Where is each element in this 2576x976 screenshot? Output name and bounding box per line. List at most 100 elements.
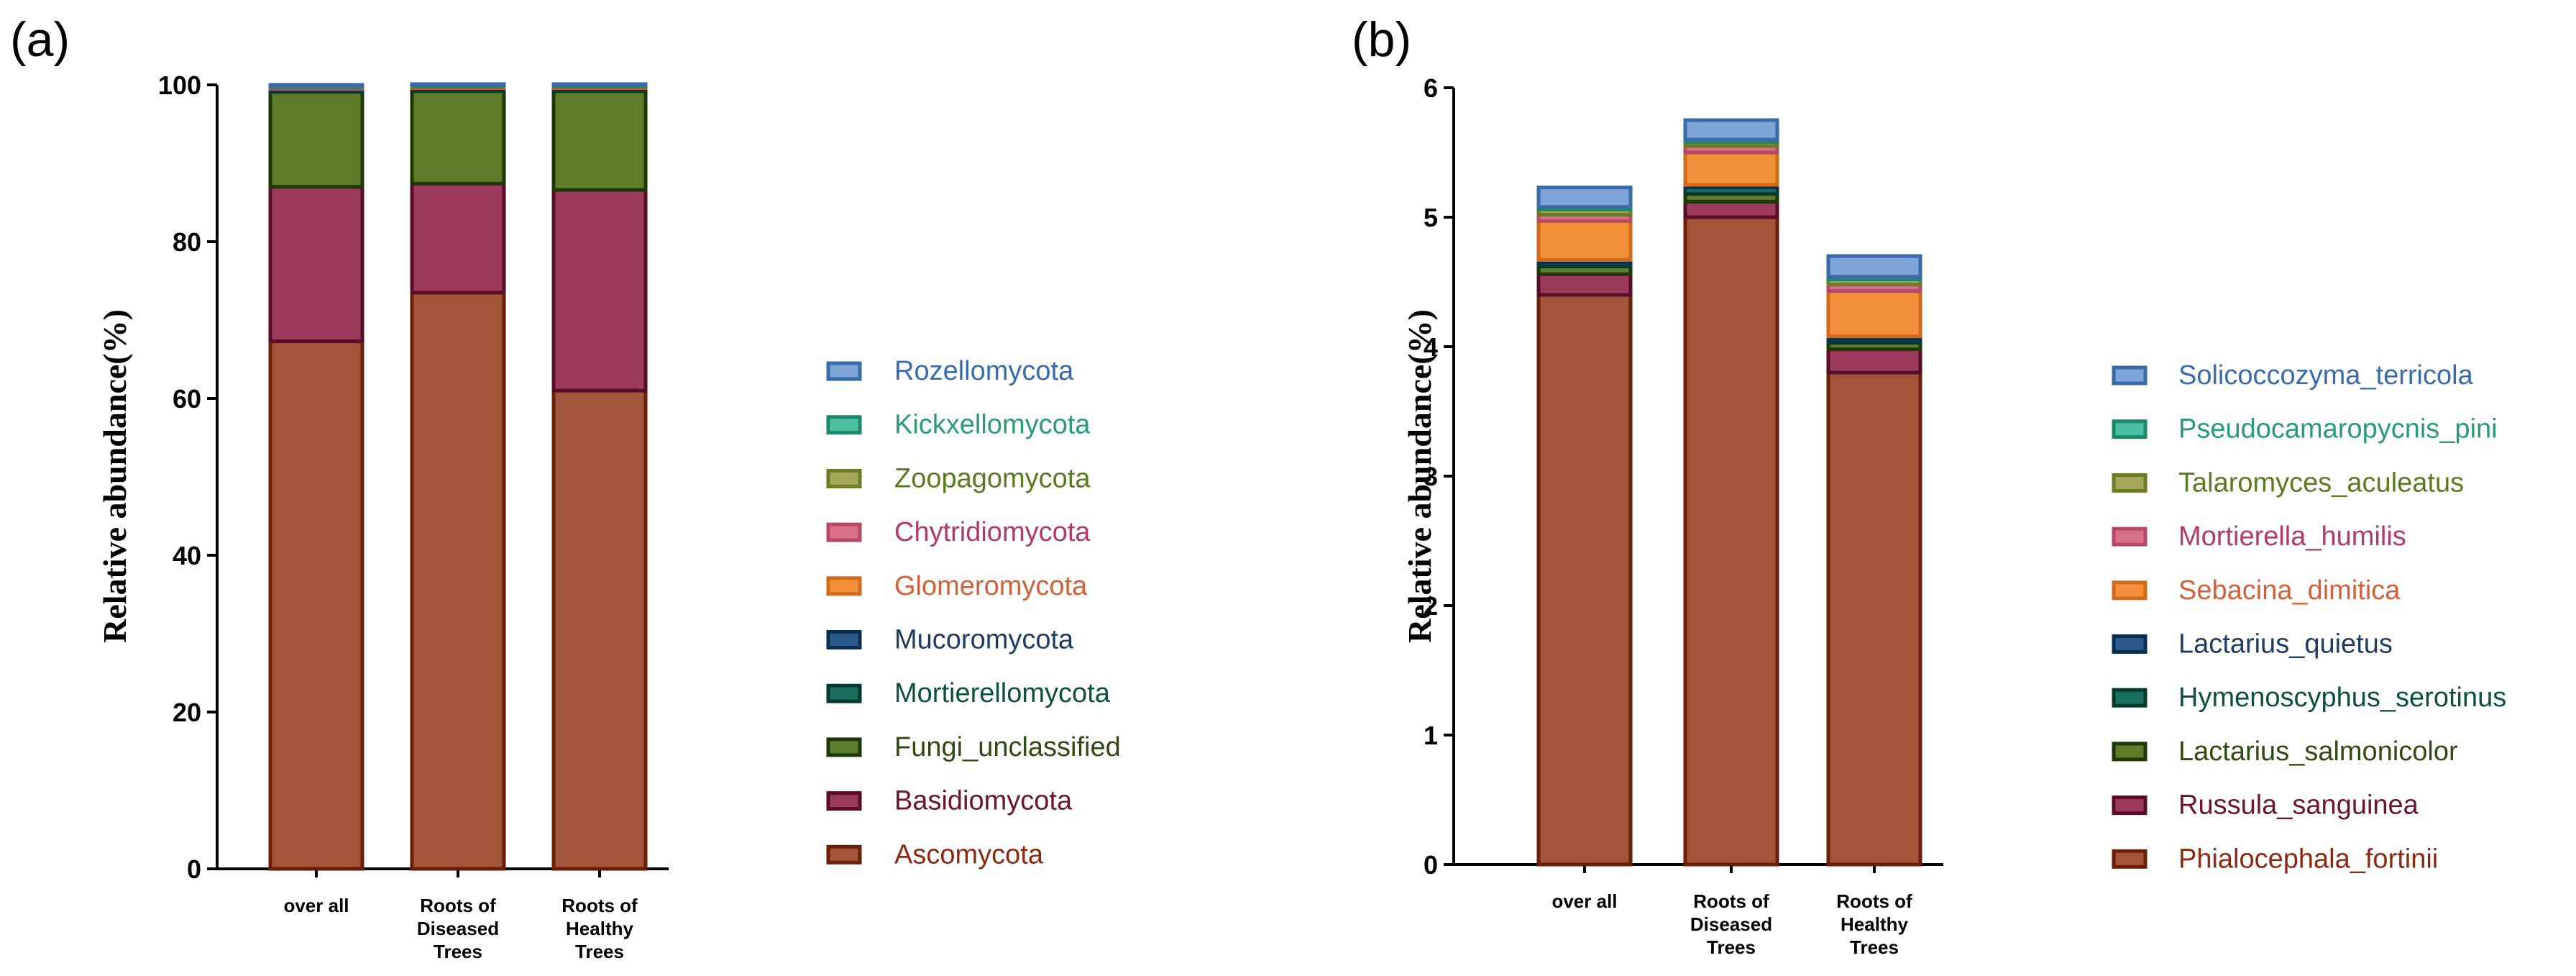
panel-a-bar-segment xyxy=(268,339,365,871)
panel-b-legend-swatch xyxy=(2112,742,2148,762)
panel-a-bar-segment xyxy=(268,185,365,343)
panel-a-bar-segment xyxy=(410,181,506,295)
panel-a-y-tick-label: 0 xyxy=(187,854,201,884)
panel-a-category-label: over all xyxy=(283,895,349,916)
panel-a-y-axis-title: Relative abundance(%) xyxy=(96,309,133,643)
panel-a-category-label: Diseased xyxy=(417,918,499,939)
panel-b-category-label: Roots of xyxy=(1836,890,1912,912)
panel-b-legend: Solicoccozyma_terricola Pseudocamaropycni… xyxy=(2112,360,2506,874)
panel-b-bar-segment xyxy=(1826,347,1922,375)
panel-b-bar-segment xyxy=(1536,272,1633,297)
panel-a-legend-label: Chytridiomycota xyxy=(894,517,1091,547)
panel-a-legend-swatch xyxy=(826,468,862,488)
panel-a-category-label: Roots of xyxy=(562,895,638,916)
panel-a-y-tick-label: 80 xyxy=(173,227,201,257)
panel-a-legend-swatch xyxy=(826,576,862,596)
panel-a-y-tick-label: 40 xyxy=(173,541,201,570)
panel-b-y-tick-label: 3 xyxy=(1424,462,1438,491)
panel-b-y-axis-title: Relative abundance(%) xyxy=(1401,309,1438,643)
panel-b-legend-swatch xyxy=(2112,365,2148,386)
panel-b-bars xyxy=(1536,118,1922,867)
panel-a-legend-swatch xyxy=(826,683,862,703)
panel-b-legend-label: Russula_sanguinea xyxy=(2178,790,2419,821)
panel-a-legend-label: Rozellomycota xyxy=(894,356,1074,386)
panel-b-legend-swatch xyxy=(2112,473,2148,493)
panel-a-legend-label: Zoopagomycota xyxy=(894,463,1091,493)
panel-a-legend-label: Mucoromycota xyxy=(894,625,1074,655)
panel-b-y-tick-label: 2 xyxy=(1424,591,1438,621)
panel-a-legend-swatch xyxy=(826,415,862,435)
panel-b-y-tick-label: 6 xyxy=(1424,73,1438,103)
panel-a-legend-swatch xyxy=(826,791,862,811)
panel-b-bar-segment xyxy=(1826,289,1922,339)
panel-b-y-tick-label: 4 xyxy=(1424,332,1438,362)
panel-b-legend-label: Talaromyces_aculeatus xyxy=(2178,468,2464,498)
panel-a-category-label: Healthy xyxy=(566,918,633,939)
panel-b-label: (b) xyxy=(1352,12,1411,67)
panel-b-y-tick-label: 5 xyxy=(1424,203,1438,232)
panel-b-legend-swatch xyxy=(2112,634,2148,654)
panel-b-y-tick-label: 1 xyxy=(1424,721,1438,750)
panel-a-legend-swatch xyxy=(826,361,862,381)
panel-a-legend-swatch xyxy=(826,522,862,542)
panel-a-category-label: Trees xyxy=(434,941,482,962)
panel-b-legend-swatch xyxy=(2112,795,2148,816)
panel-a-bar-segment xyxy=(551,388,648,871)
panel-a-legend-swatch xyxy=(826,630,862,649)
panel-b-legend-swatch xyxy=(2112,419,2148,439)
panel-a-bar-segment xyxy=(551,89,648,192)
panel-b-legend-swatch xyxy=(2112,526,2148,547)
panel-a-legend-swatch xyxy=(826,844,862,865)
panel-a-y-tick-label: 100 xyxy=(158,70,201,100)
panel-a-bar-segment xyxy=(268,83,365,88)
panel-b-category-label: Diseased xyxy=(1690,913,1772,935)
panel-b-bar-segment xyxy=(1683,118,1779,142)
panel-b-legend-label: Mortierella_humilis xyxy=(2178,521,2406,552)
panel-b-category-label: Trees xyxy=(1850,936,1899,958)
panel-a-bar-segment xyxy=(410,82,506,87)
panel-a-bar-segment xyxy=(551,82,648,87)
panel-a-legend-label: Basidiomycota xyxy=(894,786,1073,816)
panel-b-y-tick-label: 0 xyxy=(1424,850,1438,880)
panel-a-legend-swatch xyxy=(826,737,862,757)
panel-a: (a) Relative abundance(%) 0 20 40 60 80 100 ov… xyxy=(10,12,1121,962)
panel-b-bar-segment xyxy=(1536,219,1633,262)
panel-b-legend-swatch xyxy=(2112,849,2148,869)
panel-a-bar-segment xyxy=(551,188,648,393)
panel-b-bar-segment xyxy=(1683,150,1779,187)
panel-b-legend-label: Solicoccozyma_terricola xyxy=(2178,360,2474,391)
panel-b-legend-label: Lactarius_quietus xyxy=(2178,629,2393,660)
panel-a-y-tick-label: 20 xyxy=(173,698,201,727)
panel-b-bar-segment xyxy=(1683,199,1779,219)
panel-b-category-label: Roots of xyxy=(1693,890,1769,912)
panel-a-legend-label: Kickxellomycota xyxy=(894,410,1091,440)
panel-b-legend-swatch xyxy=(2112,580,2148,601)
panel-b-bar-segment xyxy=(1826,370,1922,867)
panel-b-legend-label: Sebacina_dimitica xyxy=(2178,575,2401,606)
panel-a-bar-segment xyxy=(410,291,506,871)
panel-a-y-tick-label: 60 xyxy=(173,384,201,414)
panel-a-bar-segment xyxy=(268,90,365,189)
panel-b-legend-label: Lactarius_salmonicolor xyxy=(2178,736,2458,767)
panel-b-legend-label: Phialocephala_fortinii xyxy=(2178,844,2438,874)
panel-b-legend-label: Hymenoscyphus_serotinus xyxy=(2178,683,2506,713)
panel-b-legend-swatch xyxy=(2112,688,2148,708)
panel-b-legend-label: Pseudocamaropycnis_pini xyxy=(2178,414,2498,444)
panel-b-bar-segment xyxy=(1826,254,1922,279)
panel-a-bars xyxy=(268,82,648,871)
panel-a-category-label: Roots of xyxy=(420,895,496,916)
panel-b-category-label: Trees xyxy=(1707,936,1756,958)
panel-a-legend-label: Fungi_unclassified xyxy=(894,732,1121,762)
panel-a-legend-label: Ascomycota xyxy=(894,839,1044,870)
panel-b-bar-segment xyxy=(1536,186,1633,209)
panel-a-legend: Rozellomycota Kickxellomycota Zoopagomycot… xyxy=(826,356,1121,870)
panel-a-bar-segment xyxy=(410,89,506,186)
panel-b: (b) Relative abundance(%) 0 1 2 3 4 5 6 over al… xyxy=(1352,12,2506,958)
panel-b-bar-segment xyxy=(1683,215,1779,867)
panel-b-category-label: over all xyxy=(1551,890,1617,912)
panel-a-legend-label: Glomeromycota xyxy=(894,571,1088,601)
panel-a-category-label: Trees xyxy=(575,941,624,962)
panel-a-legend-label: Mortierellomycota xyxy=(894,678,1111,708)
